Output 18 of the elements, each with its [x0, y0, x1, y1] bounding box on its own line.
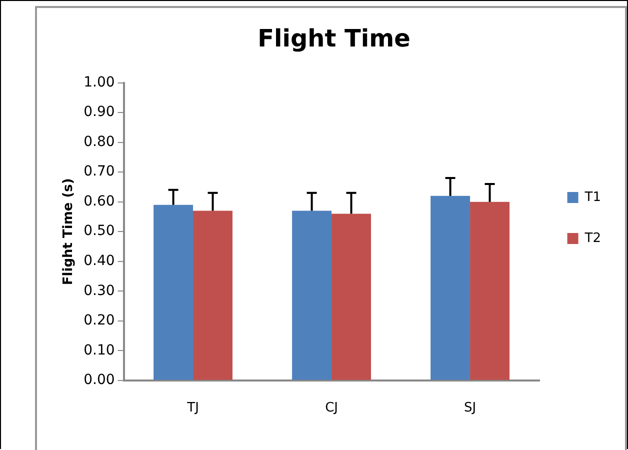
y-tick-label: 0.90 [84, 104, 115, 120]
y-tick-label: 0.80 [84, 134, 115, 150]
chart-title: Flight Time [258, 24, 410, 53]
legend-label: T2 [584, 230, 602, 246]
y-tick-label: 1.00 [84, 74, 115, 90]
x-tick-label: TJ [186, 400, 199, 416]
y-tick-label: 0.20 [84, 312, 115, 329]
x-tick-label: CJ [325, 400, 338, 416]
y-tick-label: 0.50 [84, 223, 115, 240]
y-tick-label: 0.10 [84, 342, 115, 358]
legend-label: T1 [584, 190, 602, 205]
y-axis-title: Flight Time (s) [61, 178, 76, 286]
x-tick-label: SJ [464, 400, 476, 416]
y-tick-label: 0.00 [84, 372, 115, 388]
y-tick-label: 0.70 [84, 164, 115, 180]
y-tick-label: 0.30 [84, 282, 115, 299]
y-tick-label: 0.60 [84, 193, 115, 210]
y-tick-label: 0.40 [84, 253, 115, 269]
